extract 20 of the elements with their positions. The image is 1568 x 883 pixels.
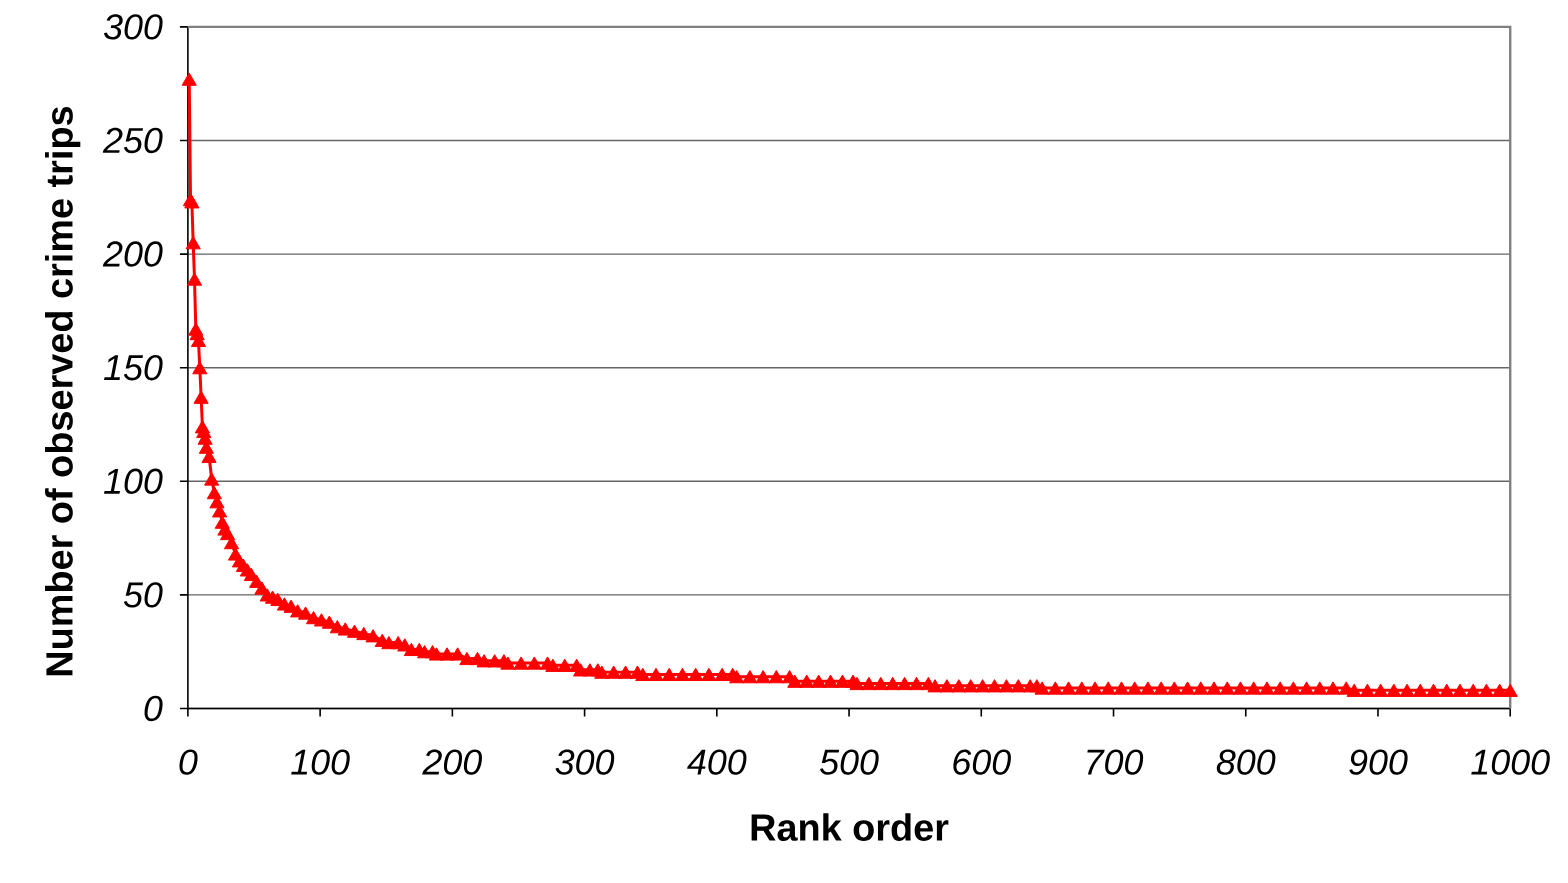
- y-tick-label: 100: [104, 468, 163, 495]
- x-tick-label: 0: [179, 749, 198, 775]
- x-tick-label: 400: [687, 749, 747, 775]
- x-tick-label: 300: [555, 749, 615, 775]
- y-tick-label: 50: [123, 582, 163, 608]
- y-tick-label: 300: [103, 14, 163, 40]
- x-tick-label: 700: [1087, 749, 1144, 775]
- x-tick-label: 600: [953, 749, 1011, 775]
- x-tick-label: 800: [1216, 749, 1276, 775]
- x-tick-label: 900: [1349, 749, 1408, 775]
- x-tick-label: 500: [819, 749, 879, 775]
- y-tick-label: 150: [104, 355, 163, 381]
- y-tick-label: 0: [144, 695, 163, 722]
- x-tick-label: 1000: [1471, 749, 1550, 775]
- y-axis-title: Number of observed crime trips: [45, 107, 81, 676]
- y-tick-label: 250: [102, 127, 163, 154]
- x-axis-title: Rank order: [751, 813, 949, 842]
- y-tick-label: 200: [102, 241, 163, 267]
- x-tick-label: 100: [291, 749, 350, 775]
- x-tick-label: 200: [422, 749, 482, 775]
